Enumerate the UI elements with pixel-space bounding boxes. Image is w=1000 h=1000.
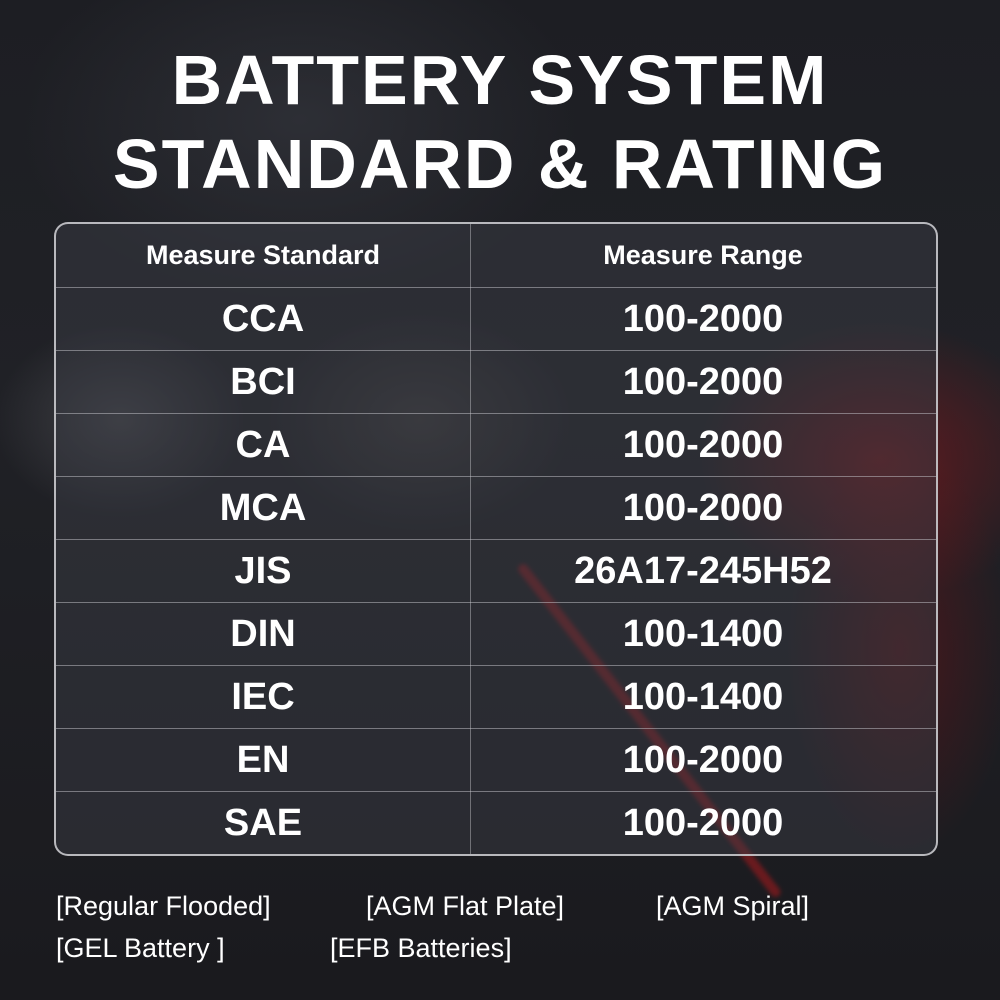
standards-table: Measure Standard Measure Range CCA 100-2… bbox=[54, 222, 938, 856]
range-cell: 100-2000 bbox=[622, 738, 784, 781]
table-row: IEC 100-1400 bbox=[56, 666, 936, 729]
range-cell: 100-1400 bbox=[622, 612, 784, 655]
standard-cell: DIN bbox=[230, 612, 296, 655]
table-header-row: Measure Standard Measure Range bbox=[56, 224, 936, 288]
table-row: CCA 100-2000 bbox=[56, 288, 936, 351]
standard-cell: MCA bbox=[219, 486, 307, 529]
table-row: CA 100-2000 bbox=[56, 414, 936, 477]
table-row: SAE 100-2000 bbox=[56, 792, 936, 854]
battery-type-label: [AGM Spiral] bbox=[656, 891, 810, 921]
range-cell: 100-2000 bbox=[622, 423, 784, 466]
range-cell: 100-2000 bbox=[622, 802, 784, 844]
page-title: BATTERY SYSTEM STANDARD & RATING bbox=[0, 38, 1000, 206]
table-row: DIN 100-1400 bbox=[56, 603, 936, 666]
range-cell: 26A17-245H52 bbox=[574, 549, 832, 592]
standard-cell: SAE bbox=[223, 802, 303, 844]
range-cell: 100-2000 bbox=[622, 297, 784, 340]
battery-type-label: [EFB Batteries] bbox=[330, 933, 512, 963]
table-row: MCA 100-2000 bbox=[56, 477, 936, 540]
battery-type-label: [Regular Flooded] bbox=[56, 891, 271, 921]
standard-cell: JIS bbox=[234, 549, 292, 592]
range-cell: 100-2000 bbox=[622, 360, 784, 403]
range-cell: 100-1400 bbox=[622, 675, 784, 718]
title-line-1: BATTERY SYSTEM bbox=[171, 41, 829, 119]
header-measure-standard: Measure Standard bbox=[145, 240, 381, 270]
battery-type-label: [GEL Battery ] bbox=[56, 933, 225, 963]
table-row: BCI 100-2000 bbox=[56, 351, 936, 414]
table-row: JIS 26A17-245H52 bbox=[56, 540, 936, 603]
standard-cell: BCI bbox=[230, 360, 296, 403]
standard-cell: CA bbox=[235, 423, 291, 466]
standard-cell: IEC bbox=[231, 675, 295, 718]
battery-type-label: [AGM Flat Plate] bbox=[366, 891, 565, 921]
title-line-2: STANDARD & RATING bbox=[112, 125, 888, 203]
standard-cell: EN bbox=[236, 738, 290, 781]
standard-cell: CCA bbox=[221, 297, 305, 340]
range-cell: 100-2000 bbox=[622, 486, 784, 529]
table-row: EN 100-2000 bbox=[56, 729, 936, 792]
header-measure-range: Measure Range bbox=[603, 240, 803, 270]
